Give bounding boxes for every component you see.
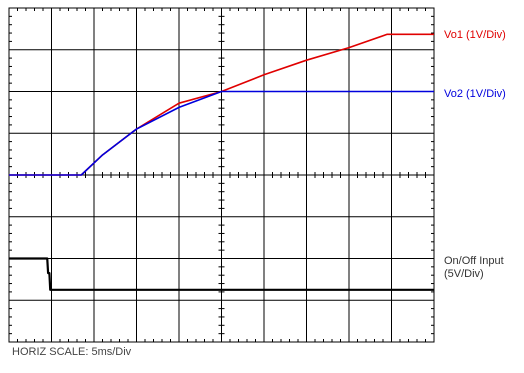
legend-label-onoff-line1: On/Off Input — [444, 255, 504, 267]
trace-vo2 — [9, 90, 434, 176]
trace-onoff-input — [9, 257, 434, 291]
horizontal-scale-label: HORIZ SCALE: 5ms/Div — [12, 346, 132, 358]
grid — [8, 7, 435, 343]
legend-label-onoff-line2: (5V/Div) — [444, 268, 484, 280]
traces — [9, 33, 434, 291]
legend-label-onoff-input: On/Off Input (5V/Div) — [444, 255, 504, 281]
legend-label-vo2: Vo2 (1V/Div) — [444, 88, 506, 100]
legend-label-vo1: Vo1 (1V/Div) — [444, 29, 506, 41]
